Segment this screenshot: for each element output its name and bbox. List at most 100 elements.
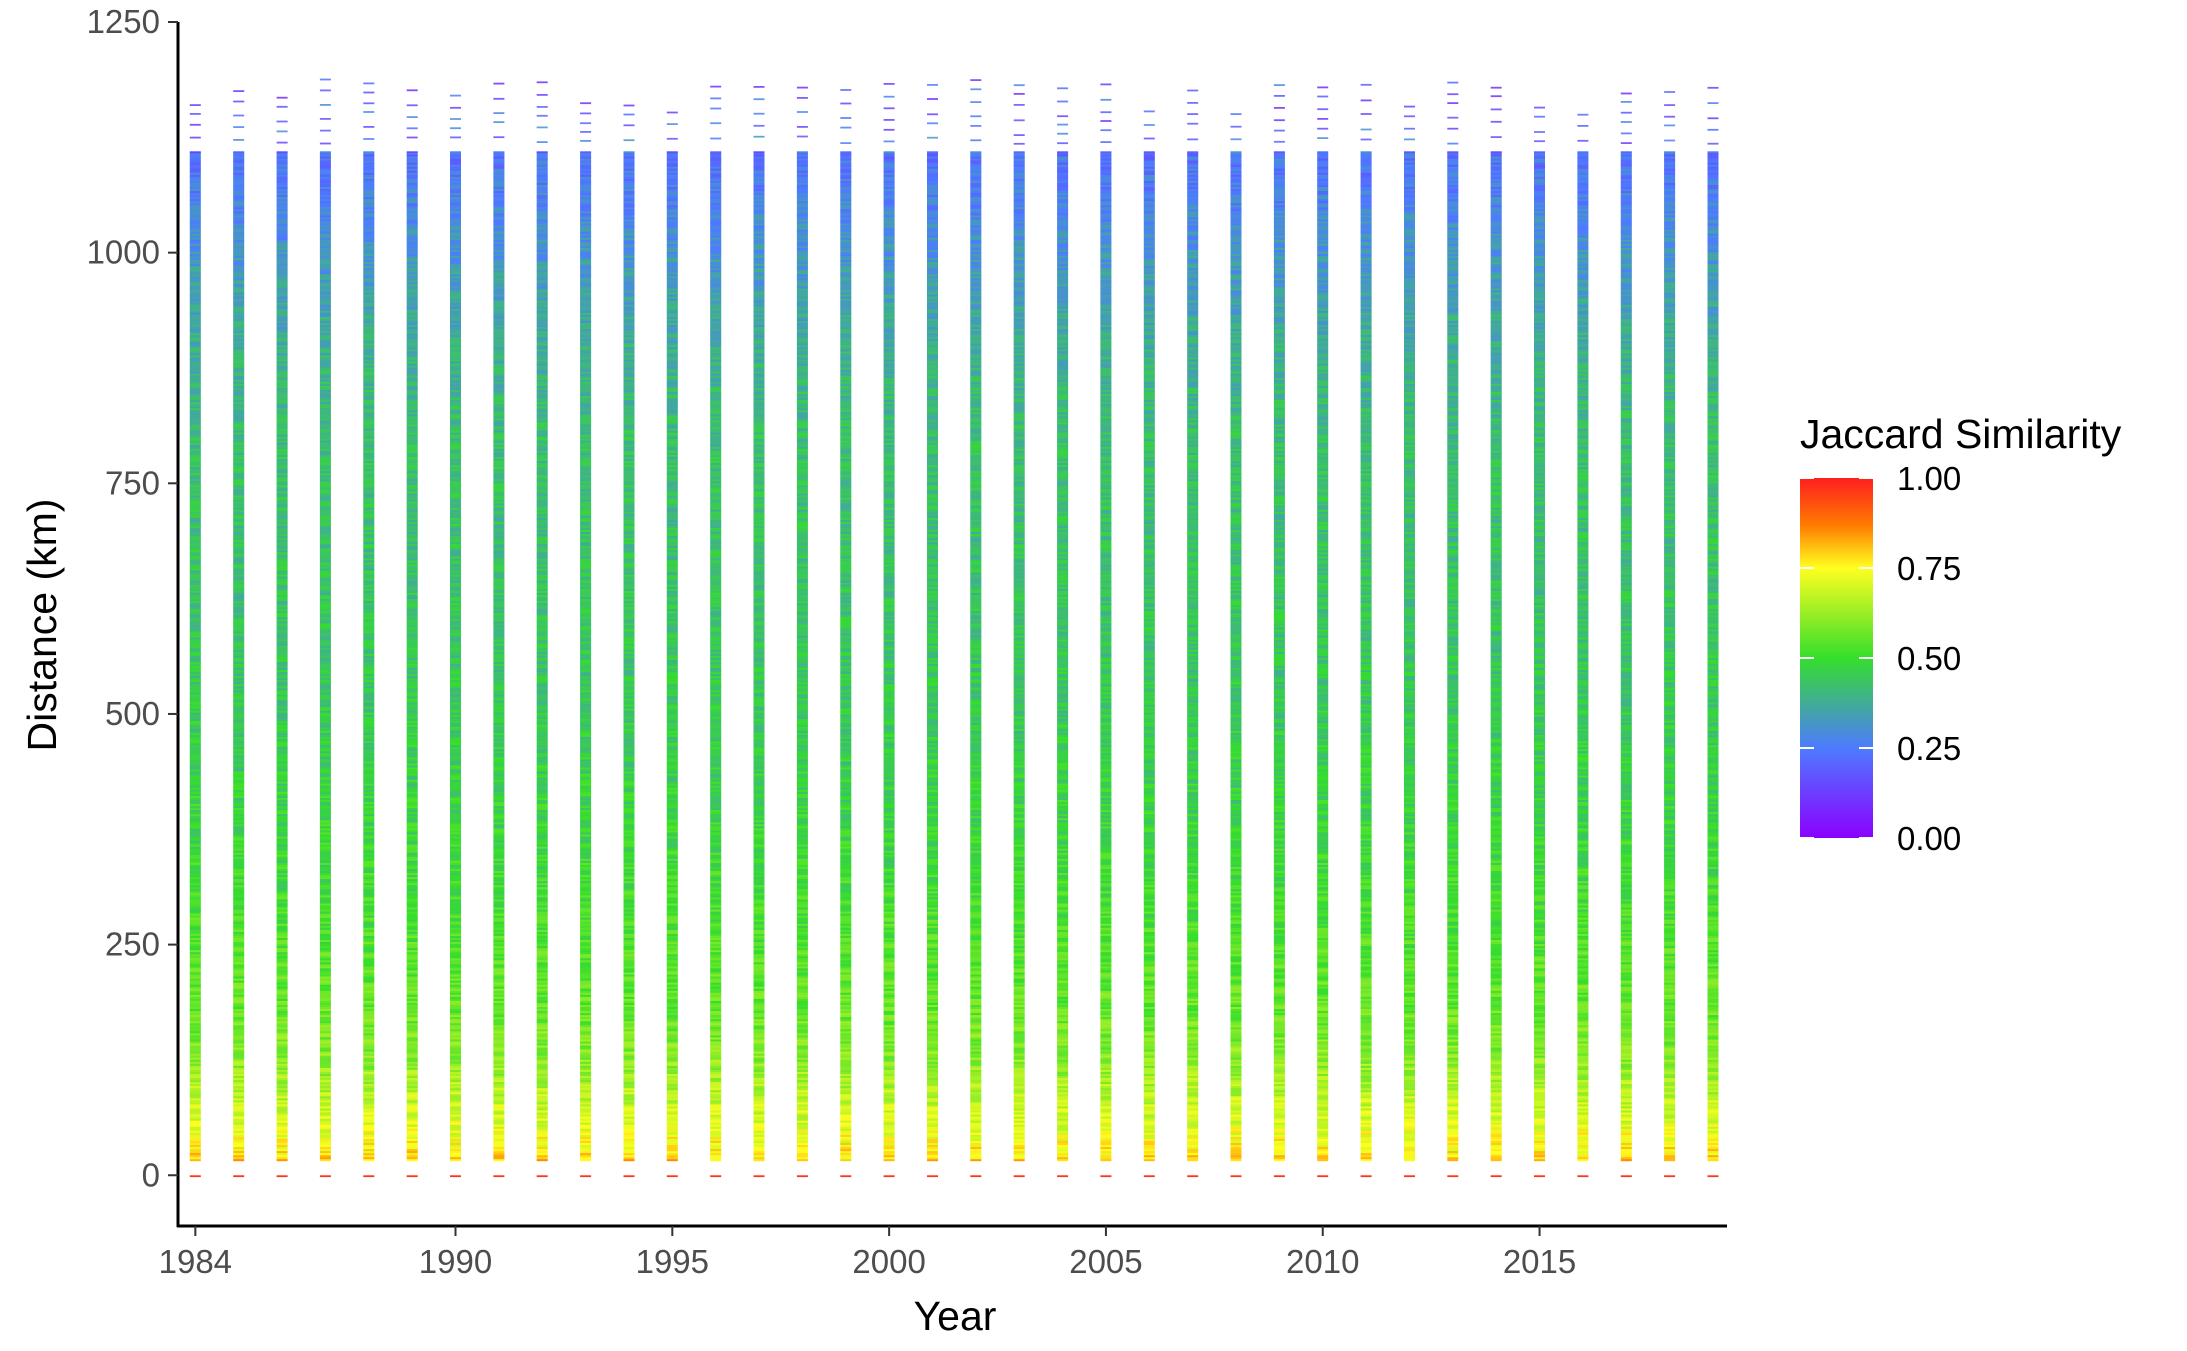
tile bbox=[319, 864, 331, 867]
tile bbox=[406, 990, 418, 993]
tile bbox=[406, 748, 418, 752]
tile bbox=[493, 683, 505, 687]
tile bbox=[363, 1016, 375, 1020]
tile bbox=[493, 162, 505, 165]
tile bbox=[493, 1016, 505, 1020]
tile bbox=[363, 344, 375, 348]
tile bbox=[406, 635, 418, 638]
tile bbox=[319, 582, 331, 585]
tile bbox=[363, 779, 375, 782]
tile bbox=[493, 608, 505, 612]
tile bbox=[189, 773, 201, 776]
tile bbox=[406, 515, 418, 518]
tile bbox=[493, 346, 505, 350]
tile bbox=[450, 904, 461, 908]
tile bbox=[233, 777, 245, 780]
tile bbox=[450, 401, 461, 405]
tile bbox=[450, 275, 461, 279]
tile bbox=[276, 249, 288, 252]
tile bbox=[276, 561, 288, 565]
tile bbox=[450, 1142, 461, 1145]
tile bbox=[406, 718, 418, 721]
tile bbox=[363, 371, 375, 374]
tile bbox=[536, 752, 548, 756]
tile bbox=[233, 551, 245, 555]
tile bbox=[363, 781, 375, 784]
tile bbox=[450, 1154, 461, 1158]
tile bbox=[493, 533, 505, 537]
tile bbox=[493, 1107, 505, 1111]
tile bbox=[233, 170, 245, 173]
tile bbox=[406, 1087, 418, 1091]
tile bbox=[493, 689, 505, 693]
tile bbox=[319, 665, 331, 668]
tile bbox=[276, 180, 288, 183]
tile bbox=[233, 929, 245, 932]
tile bbox=[276, 547, 288, 551]
tile bbox=[189, 537, 201, 541]
tile bbox=[363, 330, 375, 334]
tile bbox=[536, 699, 548, 703]
tile bbox=[363, 882, 375, 886]
tile bbox=[319, 815, 331, 819]
tile bbox=[536, 943, 548, 947]
tile bbox=[363, 102, 375, 105]
tile bbox=[406, 612, 418, 616]
tile bbox=[233, 775, 245, 778]
tile bbox=[276, 661, 288, 664]
tile bbox=[189, 811, 201, 815]
tile bbox=[450, 381, 461, 384]
tile bbox=[493, 783, 505, 786]
tile bbox=[319, 978, 331, 981]
tile bbox=[276, 1114, 288, 1117]
tile bbox=[233, 1105, 245, 1109]
tile bbox=[189, 411, 201, 415]
tile bbox=[406, 986, 418, 989]
tile bbox=[233, 724, 245, 727]
tile bbox=[493, 911, 505, 914]
tile bbox=[363, 494, 375, 498]
tile bbox=[406, 868, 418, 871]
tile bbox=[319, 568, 331, 571]
tile bbox=[493, 1002, 505, 1005]
tile bbox=[450, 596, 461, 599]
tile bbox=[493, 576, 505, 579]
tile bbox=[276, 393, 288, 396]
tile bbox=[276, 296, 288, 299]
tile bbox=[276, 799, 288, 802]
tile bbox=[406, 1114, 418, 1117]
tile bbox=[189, 218, 201, 222]
tile bbox=[189, 336, 201, 340]
tile bbox=[363, 300, 375, 303]
tile bbox=[319, 971, 331, 975]
tile bbox=[493, 158, 505, 161]
tile bbox=[189, 594, 201, 597]
tile bbox=[493, 417, 505, 421]
tile bbox=[276, 505, 288, 508]
tile bbox=[276, 862, 288, 865]
tile bbox=[276, 909, 288, 912]
tile bbox=[276, 576, 288, 579]
tile bbox=[276, 1010, 288, 1014]
tile bbox=[493, 304, 505, 307]
tile bbox=[189, 474, 201, 478]
tile bbox=[319, 218, 331, 222]
tile bbox=[450, 492, 461, 496]
tile bbox=[363, 1002, 375, 1005]
tile bbox=[319, 450, 331, 453]
tile bbox=[406, 162, 418, 165]
tile bbox=[363, 632, 375, 636]
tile bbox=[363, 943, 375, 947]
tile bbox=[363, 1116, 375, 1119]
tile bbox=[363, 373, 375, 376]
tile bbox=[189, 967, 201, 971]
tile bbox=[233, 823, 245, 827]
tile bbox=[363, 320, 375, 323]
tile bbox=[406, 216, 418, 220]
tile bbox=[319, 919, 331, 922]
tile bbox=[276, 527, 288, 530]
tile bbox=[363, 1032, 375, 1036]
tile bbox=[406, 933, 418, 936]
tile bbox=[189, 555, 201, 559]
tile bbox=[363, 1014, 375, 1018]
